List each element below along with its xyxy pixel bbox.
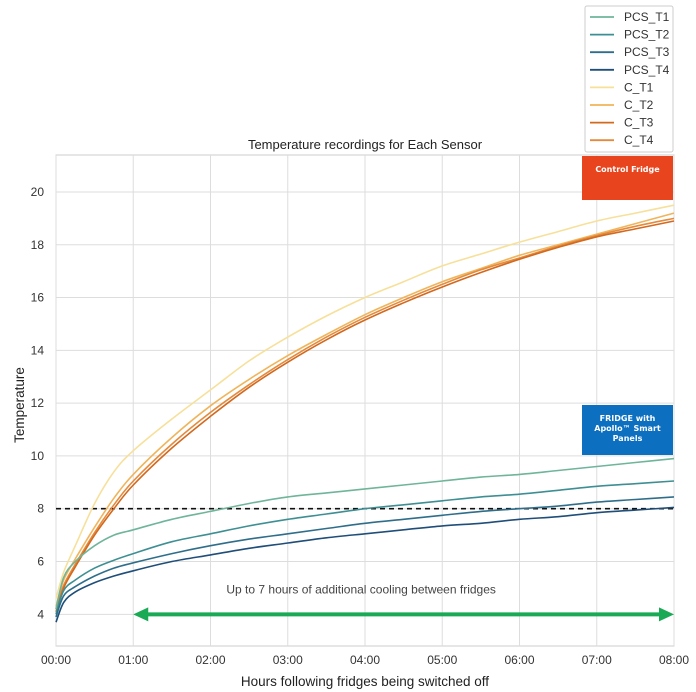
series-line-pcs-t1	[55, 457, 675, 610]
x-axis-title: Hours following fridges being switched o…	[241, 674, 489, 689]
x-tick-label: 06:00	[504, 653, 534, 667]
series-line-pcs-t4	[55, 506, 675, 623]
series-line-c-t3	[55, 220, 675, 612]
control-fridge-badge	[582, 156, 673, 200]
series-line-c-t4	[55, 217, 675, 610]
y-tick-label: 6	[37, 555, 44, 569]
x-tick-label: 02:00	[195, 653, 225, 667]
x-tick-label: 08:00	[659, 653, 689, 667]
series-line-pcs-t3	[55, 496, 675, 618]
y-tick-label: 4	[37, 607, 44, 621]
cooling-annotation-text: Up to 7 hours of additional cooling betw…	[226, 582, 496, 596]
y-tick-label: 12	[31, 396, 45, 410]
y-tick-label: 18	[31, 238, 45, 252]
series-line-c-t2	[55, 212, 675, 607]
series-layer	[55, 204, 675, 623]
grid	[55, 154, 675, 647]
legend-label: PCS_T2	[624, 28, 670, 42]
y-axis-title: Temperature	[12, 367, 27, 443]
x-tick-label: 07:00	[582, 653, 612, 667]
control-fridge-badge-label: Control Fridge	[595, 165, 660, 174]
y-tick-label: 16	[31, 291, 45, 305]
legend-label: C_T3	[624, 116, 654, 130]
axes: 00:00 01:00 02:00 03:00 04:00 05:00 06:00 07:00…	[31, 185, 690, 667]
legend-label: PCS_T4	[624, 63, 670, 77]
legend-label: C_T2	[624, 98, 654, 112]
legend-label: C_T1	[624, 80, 654, 94]
apollo-fridge-badge	[582, 405, 673, 455]
series-line-c-t1	[55, 204, 675, 599]
apollo-badge-label-line: FRIDGE with	[600, 414, 656, 423]
apollo-badge-label-line: Panels	[613, 434, 643, 443]
series-line-pcs-t2	[55, 480, 675, 615]
cooling-arrow-left-head	[133, 607, 149, 622]
legend-label: PCS_T3	[624, 45, 670, 59]
legend: PCS_T1 PCS_T2 PCS_T3 PCS_T4 C_T1 C_T2 C_T3 C_T4	[584, 5, 674, 153]
cooling-arrow-right-head	[659, 607, 674, 622]
x-tick-label: 01:00	[118, 653, 148, 667]
annotations: Up to 7 hours of additional cooling betw…	[133, 156, 674, 622]
y-tick-label: 20	[31, 185, 45, 199]
y-tick-label: 8	[37, 502, 44, 516]
legend-label: C_T4	[624, 133, 654, 147]
apollo-badge-label-line: Apollo™ Smart	[594, 424, 661, 433]
chart-title: Temperature recordings for Each Sensor	[248, 137, 483, 152]
x-tick-label: 04:00	[350, 653, 380, 667]
x-tick-label: 03:00	[273, 653, 303, 667]
y-tick-label: 14	[31, 343, 45, 357]
legend-box	[584, 5, 674, 153]
x-tick-label: 00:00	[41, 653, 71, 667]
y-tick-label: 10	[31, 449, 45, 463]
legend-label: PCS_T1	[624, 10, 670, 24]
x-tick-label: 05:00	[427, 653, 457, 667]
